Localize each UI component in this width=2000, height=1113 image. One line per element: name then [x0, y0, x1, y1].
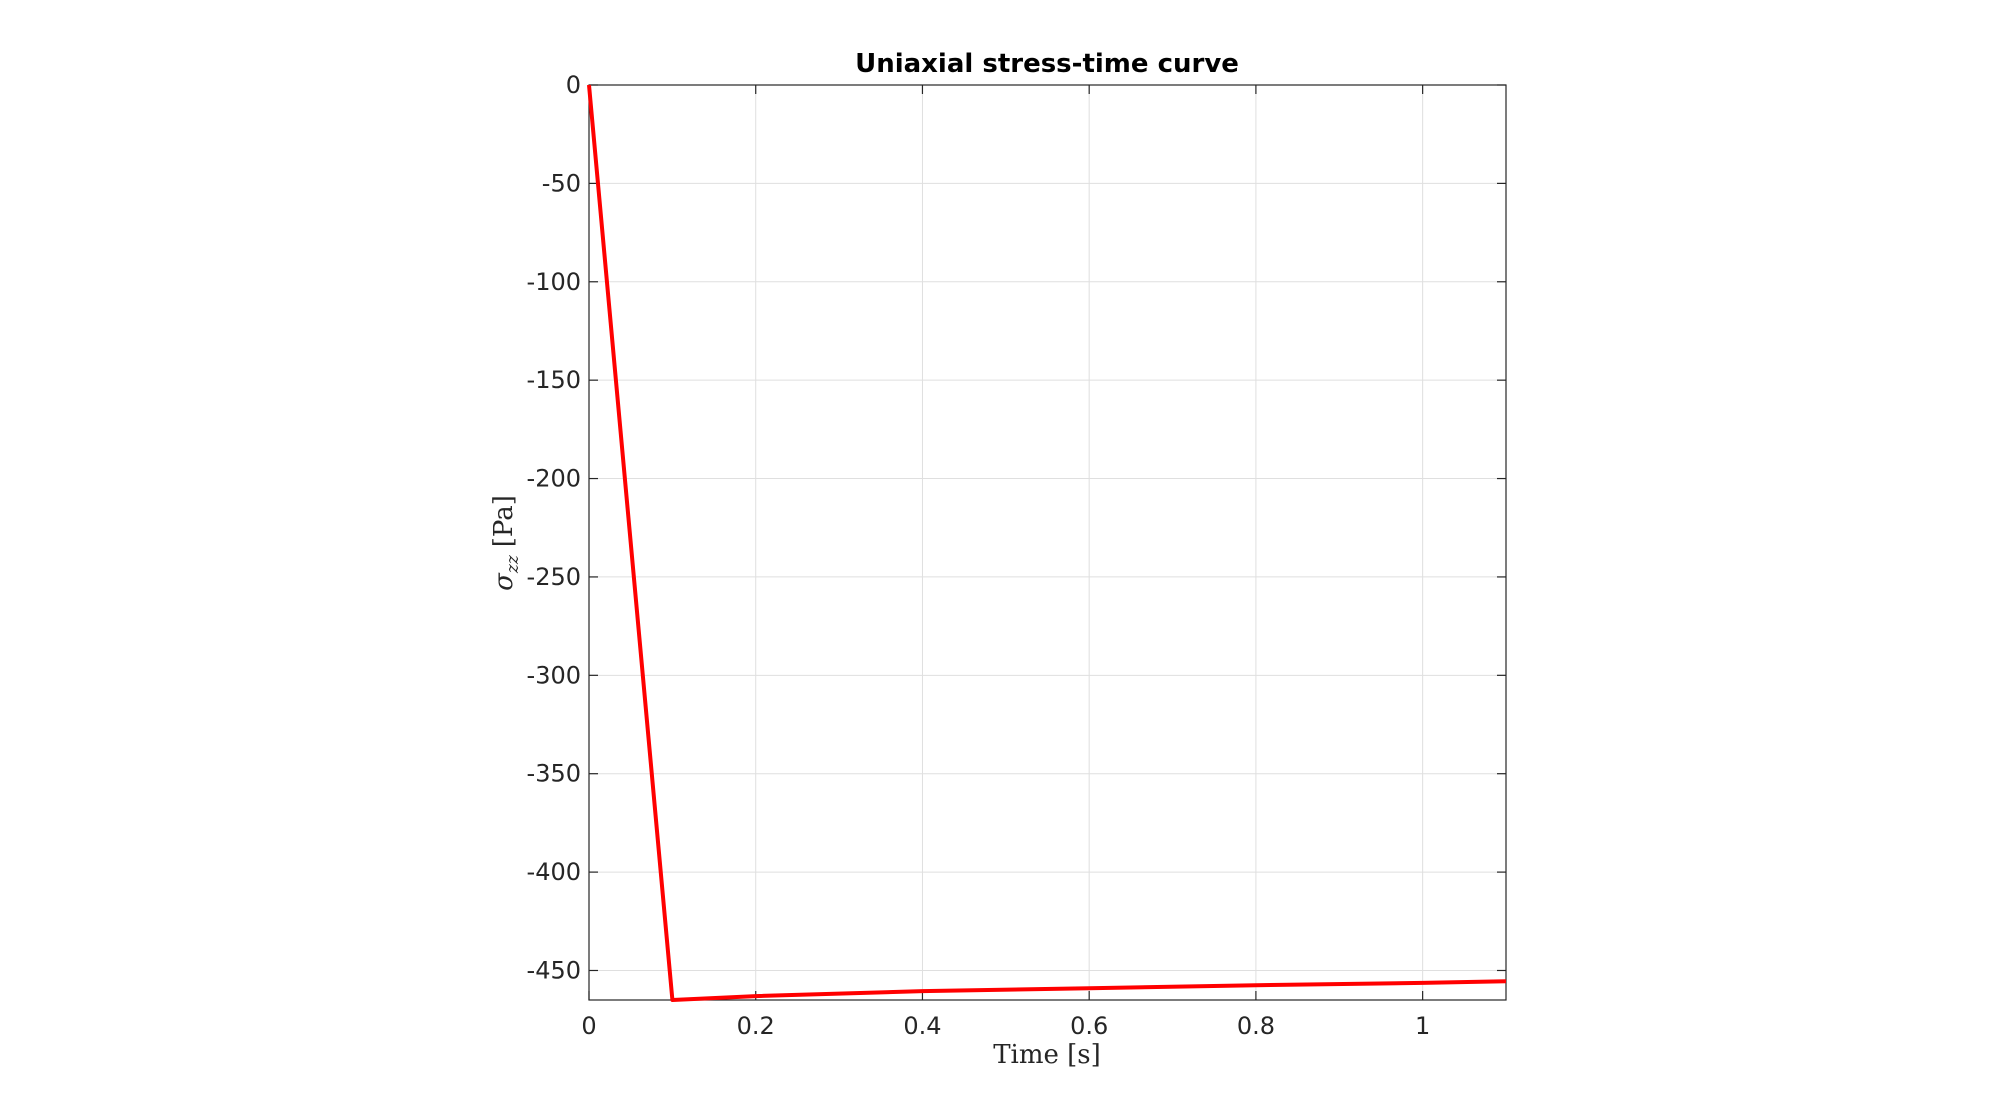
chart-title: Uniaxial stress-time curve [855, 49, 1239, 79]
x-tick-label: 0.8 [1237, 1012, 1275, 1040]
y-axis-label-subscript: zz [503, 554, 523, 574]
y-tick-labels: 0 -50 -100 -150 -200 -250 -300 -350 -400 -450 [527, 71, 581, 984]
stress-series-line [587, 84, 1507, 1002]
series-layer [587, 84, 1507, 1002]
y-tick-label: -200 [527, 465, 581, 493]
plot-area-frame [588, 84, 1507, 1001]
x-tick-labels: 0 0.2 0.4 0.6 0.8 1 [581, 1012, 1430, 1040]
grid [588, 84, 1506, 1000]
y-tick-label: 0 [566, 71, 581, 99]
y-tick-label: -300 [527, 661, 581, 689]
y-tick-label: -350 [527, 760, 581, 788]
x-tick-label: 0.4 [903, 1012, 941, 1040]
x-tick-label: 0 [581, 1012, 596, 1040]
x-axis-label: Time [s] [993, 1040, 1101, 1070]
y-axis-label-symbol: σ [489, 572, 519, 591]
y-tick-label: -100 [527, 268, 581, 296]
x-tick-label: 1 [1415, 1012, 1430, 1040]
axis-ticks [588, 84, 1506, 1000]
x-tick-label: 0.2 [737, 1012, 775, 1040]
y-tick-label: -50 [542, 169, 581, 197]
x-tick-label: 0.6 [1070, 1012, 1108, 1040]
y-tick-label: -450 [527, 956, 581, 984]
y-axis-label: σzz [Pa] [489, 495, 523, 591]
y-tick-label: -150 [527, 366, 581, 394]
y-tick-label: -400 [527, 858, 581, 886]
y-tick-label: -250 [527, 563, 581, 591]
y-axis-label-unit: [Pa] [489, 495, 519, 547]
